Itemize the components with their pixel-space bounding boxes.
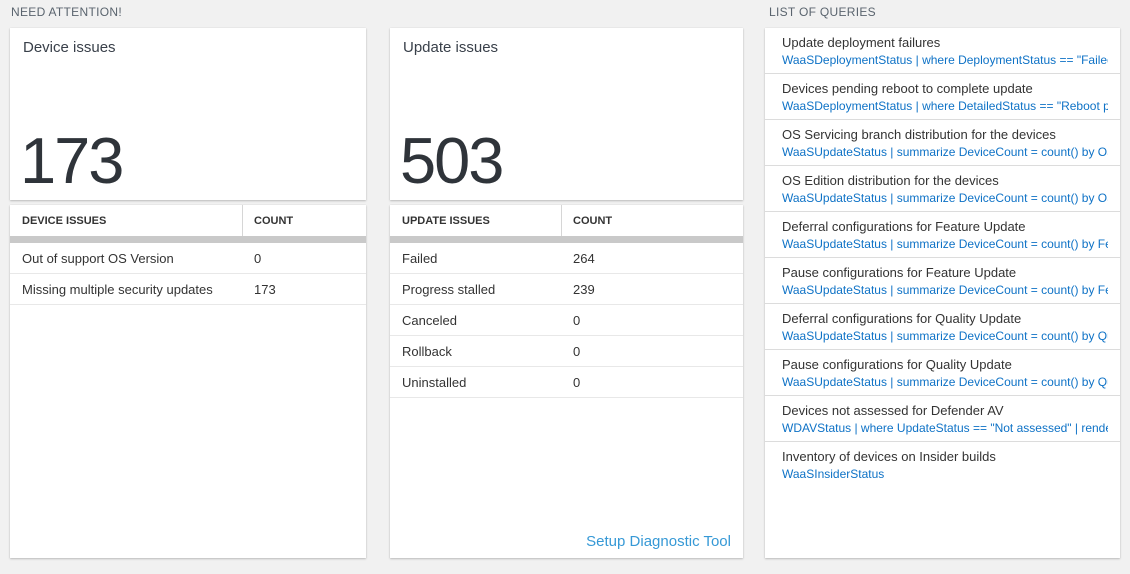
need-attention-section-title: NEED ATTENTION! [11,5,122,19]
issue-name: Canceled [402,312,457,328]
query-title: Devices not assessed for Defender AV [782,403,1004,418]
table-row: Progress stalled 239 [390,274,743,305]
device-issues-column-header: DEVICE ISSUES [10,205,243,236]
query-title: Update deployment failures [782,35,941,50]
issue-name: Failed [402,250,438,266]
issue-count: 0 [573,312,581,328]
query-item-deferral-quality-update[interactable]: Deferral configurations for Quality Upda… [765,304,1120,350]
update-issues-column-header: UPDATE ISSUES [390,205,562,236]
query-title: Deferral configurations for Feature Upda… [782,219,1026,234]
query-code: WaaSUpdateStatus | summarize DeviceCount… [782,283,1108,297]
device-issues-table: DEVICE ISSUES COUNT Out of support OS Ve… [10,205,366,558]
query-item-devices-pending-reboot[interactable]: Devices pending reboot to complete updat… [765,74,1120,120]
query-title: Deferral configurations for Quality Upda… [782,311,1022,326]
device-issues-tile[interactable]: Device issues 173 [10,28,366,200]
update-issues-tile[interactable]: Update issues 503 [390,28,743,200]
horizontal-scrollbar[interactable] [390,236,743,243]
issue-count: 173 [254,281,276,297]
query-code: WaaSDeploymentStatus | where DetailedSta… [782,99,1108,113]
query-title: Inventory of devices on Insider builds [782,449,996,464]
list-of-queries-panel: Update deployment failures WaaSDeploymen… [765,28,1120,558]
update-issues-count: 503 [400,124,504,197]
query-code: WaaSUpdateStatus | summarize DeviceCount… [782,375,1108,389]
query-title: OS Servicing branch distribution for the… [782,127,1056,142]
query-item-update-deployment-failures[interactable]: Update deployment failures WaaSDeploymen… [765,28,1120,74]
query-title: Pause configurations for Quality Update [782,357,1012,372]
query-item-insider-builds-inventory[interactable]: Inventory of devices on Insider builds W… [765,442,1120,487]
issue-count: 264 [573,250,595,266]
query-code: WaaSUpdateStatus | summarize DeviceCount… [782,191,1108,205]
query-code: WaaSDeploymentStatus | where DeploymentS… [782,53,1108,67]
table-row: Out of support OS Version 0 [10,243,366,274]
list-of-queries-section-title: LIST OF QUERIES [769,5,876,19]
count-column-header: COUNT [573,214,613,227]
query-item-os-edition-distribution[interactable]: OS Edition distribution for the devices … [765,166,1120,212]
issue-name: Rollback [402,343,452,359]
count-column-header: COUNT [254,214,294,227]
update-issues-tile-label: Update issues [403,39,499,56]
query-title: Devices pending reboot to complete updat… [782,81,1033,96]
table-row: Missing multiple security updates 173 [10,274,366,305]
table-row: Uninstalled 0 [390,367,743,398]
horizontal-scrollbar[interactable] [10,236,366,243]
issue-name: Uninstalled [402,374,467,390]
query-item-pause-feature-update[interactable]: Pause configurations for Feature Update … [765,258,1120,304]
query-item-pause-quality-update[interactable]: Pause configurations for Quality Update … [765,350,1120,396]
issue-name: Missing multiple security updates [22,281,213,297]
device-issues-count: 173 [20,124,124,197]
table-row: Rollback 0 [390,336,743,367]
query-title: Pause configurations for Feature Update [782,265,1017,280]
device-issues-tile-label: Device issues [23,39,116,56]
table-row: Failed 264 [390,243,743,274]
issue-count: 0 [573,343,581,359]
issue-count: 239 [573,281,595,297]
issue-name: Progress stalled [402,281,496,297]
table-row: Canceled 0 [390,305,743,336]
query-code: WaaSUpdateStatus | summarize DeviceCount… [782,329,1108,343]
query-title: OS Edition distribution for the devices [782,173,999,188]
query-code: WDAVStatus | where UpdateStatus == "Not … [782,421,1108,435]
issue-name: Out of support OS Version [22,250,174,266]
issue-count: 0 [254,250,262,266]
update-issues-table: UPDATE ISSUES COUNT Failed 264 Progress … [390,205,743,558]
device-issues-table-header: DEVICE ISSUES COUNT [10,205,366,236]
query-item-os-servicing-branch[interactable]: OS Servicing branch distribution for the… [765,120,1120,166]
query-item-defender-av-not-assessed[interactable]: Devices not assessed for Defender AV WDA… [765,396,1120,442]
update-issues-table-header: UPDATE ISSUES COUNT [390,205,743,236]
setup-diagnostic-tool-link[interactable]: Setup Diagnostic Tool [586,533,731,550]
issue-count: 0 [573,374,581,390]
query-code: WaaSUpdateStatus | summarize DeviceCount… [782,145,1108,159]
query-item-deferral-feature-update[interactable]: Deferral configurations for Feature Upda… [765,212,1120,258]
query-code: WaaSInsiderStatus [782,467,885,481]
query-code: WaaSUpdateStatus | summarize DeviceCount… [782,237,1108,251]
